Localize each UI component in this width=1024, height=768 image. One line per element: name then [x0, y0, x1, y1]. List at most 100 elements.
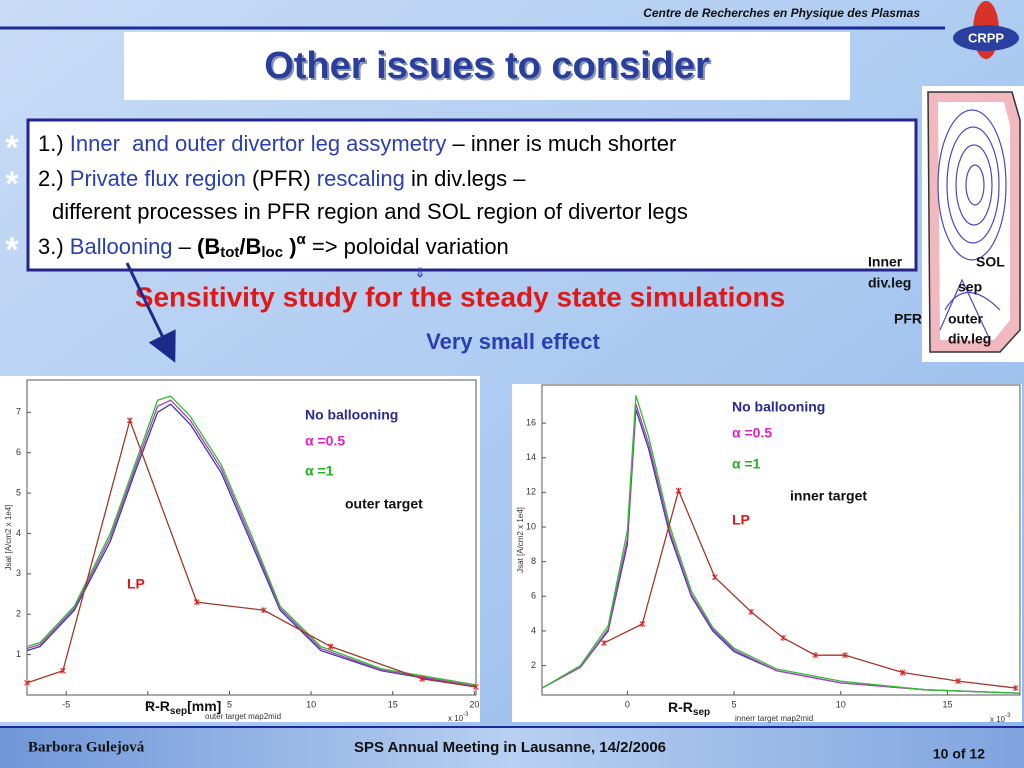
chart: 1 2 3 4 5 6 7 -5 0 5 10 15 20 No ballooning α =0.5 α =1…: [0, 376, 480, 723]
x-tick-label: 10: [306, 699, 316, 709]
y-tick-label: 3: [16, 568, 21, 578]
diagram-label: SOL: [976, 254, 1005, 270]
issue-segment: Private flux region: [70, 166, 246, 191]
legend-label: α =0.5: [732, 425, 772, 441]
legend-label: α =1: [732, 456, 761, 472]
data-point: [473, 683, 479, 690]
plot-frame: [26, 379, 477, 696]
diagram-label: div.leg: [948, 331, 991, 347]
y-tick-label: 12: [526, 487, 536, 497]
issues-list: 1.) Inner and outer divertor leg assymet…: [38, 131, 688, 261]
organization: Centre de Recherches en Physique des Pla…: [643, 6, 920, 20]
data-point: [780, 634, 786, 641]
issue-segment: /B: [239, 234, 261, 259]
issue-segment: Inner and outer divertor leg assymetry: [70, 131, 447, 156]
bullet-marker: *: [5, 129, 19, 167]
y-axis-label: Jsat [A/cm2 x 1e4]: [516, 507, 525, 573]
footer-bar: [0, 726, 1024, 768]
data-point: [601, 640, 607, 647]
y-tick-label: 6: [16, 447, 21, 457]
issue-segment: 3.): [38, 234, 70, 259]
x-axis-label: R-Rsep[mm]: [145, 698, 221, 717]
issue-segment: in div.legs –: [405, 166, 526, 191]
issue-line: 1.) Inner and outer divertor leg assymet…: [38, 131, 676, 156]
issue-segment: α: [297, 231, 307, 248]
series-line: [541, 395, 1021, 694]
diagram-label: sep: [958, 279, 982, 295]
y-tick-label: 2: [16, 609, 21, 619]
y-tick-label: 16: [526, 417, 536, 427]
author: Barbora Gulejová: [28, 739, 145, 755]
data-point: [955, 678, 961, 685]
meeting: SPS Annual Meeting in Lausanne, 14/2/200…: [354, 739, 666, 756]
data-point: [419, 675, 425, 682]
legend-label: LP: [127, 576, 145, 592]
x-multiplier-base: x 10: [990, 715, 1006, 724]
pointer-arrow: [125, 262, 176, 363]
data-point: [127, 417, 133, 424]
x-multiplier: x 10-3: [448, 712, 469, 724]
y-tick-label: 4: [16, 528, 21, 538]
data-point: [24, 679, 30, 686]
issues-box: [26, 118, 918, 272]
issue-segment: 2.): [38, 166, 70, 191]
series-line: [26, 418, 477, 688]
diagram-label: PFR: [894, 311, 922, 327]
diagram-labels: Inner div.leg SOL sep PFR outer div.leg: [868, 254, 1005, 347]
legend-label: No ballooning: [732, 399, 825, 415]
data-point: [639, 620, 646, 627]
x-tick-label: 5: [732, 699, 737, 709]
x-axis-label: R-Rsep: [668, 699, 710, 718]
y-tick-label: 6: [531, 591, 536, 601]
chart: 2 4 6 8 10 12 14 16 0 5 10 15 No ballooning α =0.5 α =…: [512, 384, 1022, 724]
issue-segment: different processes in PFR region and SO…: [52, 199, 688, 224]
down-arrow: ⇓: [414, 265, 426, 281]
legend-label: α =1: [305, 463, 334, 479]
issue-segment: ): [283, 234, 296, 259]
x-axis-label-sub: sep: [693, 707, 710, 718]
equilibrium-diagram: [922, 86, 1024, 362]
x-multiplier-exponent: -3: [463, 712, 469, 718]
y-tick-label: 4: [531, 625, 536, 635]
diagram-label: outer: [948, 311, 984, 327]
issue-segment: => poloidal variation: [306, 234, 509, 259]
series-line: [541, 403, 1021, 694]
data-point: [260, 607, 267, 614]
y-tick-label: 2: [531, 660, 536, 670]
x-tick-label: 10: [836, 699, 846, 709]
issue-segment: rescaling: [317, 166, 405, 191]
y-tick-label: 8: [531, 556, 536, 566]
title-box: [124, 32, 850, 100]
issue-segment: (B: [197, 234, 220, 259]
axis-caption: innerr target map2mid: [735, 714, 813, 723]
diagram-label: Inner: [868, 254, 903, 270]
heading: Sensitivity study for the steady state s…: [135, 281, 785, 312]
series-line: [26, 403, 477, 688]
data-point: [711, 574, 718, 581]
data-point: [748, 608, 754, 615]
diagram-label: div.leg: [868, 275, 911, 291]
data-point: [842, 652, 848, 659]
y-tick-label: 7: [16, 407, 21, 417]
x-multiplier: x 10-3: [990, 713, 1011, 725]
data-point: [327, 643, 334, 650]
x-tick-label: 15: [388, 699, 398, 709]
plot-frame: [541, 384, 1021, 696]
bullet-marker: *: [5, 231, 19, 269]
x-multiplier-exponent: -3: [1005, 713, 1011, 719]
issue-segment: 1.): [38, 131, 70, 156]
y-axis-label: Jsat [A/cm2 x 1e4]: [4, 505, 13, 571]
title-shadow: Other issues to consider: [266, 47, 712, 89]
y-tick-label: 14: [526, 452, 536, 462]
x-axis-label-unit: [mm]: [187, 698, 221, 714]
bullet-marker: *: [5, 165, 19, 203]
annotation: inner target: [790, 488, 867, 504]
annotation: outer target: [345, 496, 423, 512]
x-tick-label: 20: [469, 699, 479, 709]
y-tick-label: 1: [16, 649, 21, 659]
issue-line: 3.) Ballooning – (Btot/Bloc )α => poloid…: [38, 231, 509, 261]
y-tick-label: 5: [16, 487, 21, 497]
logo: CRPP: [953, 1, 1019, 59]
issue-line: 2.) Private flux region (PFR) rescaling …: [38, 166, 526, 191]
